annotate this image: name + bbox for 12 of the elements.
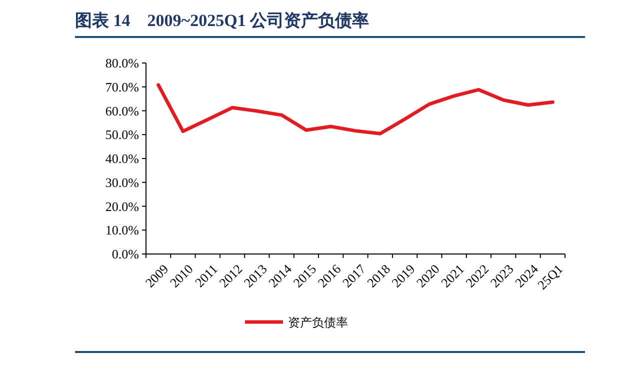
x-tick-label: 2011 (192, 261, 221, 290)
y-tick-label: 30.0% (105, 174, 140, 190)
y-tick-label: 40.0% (105, 151, 140, 166)
y-tick-label: 80.0% (105, 56, 140, 70)
y-tick-label: 10.0% (105, 222, 140, 238)
y-tick-label: 20.0% (105, 198, 140, 214)
y-tick-label: 0.0% (112, 246, 140, 262)
legend-label: 资产负债率 (288, 316, 348, 330)
y-tick-label: 50.0% (105, 127, 140, 142)
y-tick-label: 70.0% (105, 79, 140, 94)
y-tick-label: 60.0% (105, 103, 140, 118)
chart-title: 图表 14 2009~2025Q1 公司资产负债率 (75, 11, 370, 30)
